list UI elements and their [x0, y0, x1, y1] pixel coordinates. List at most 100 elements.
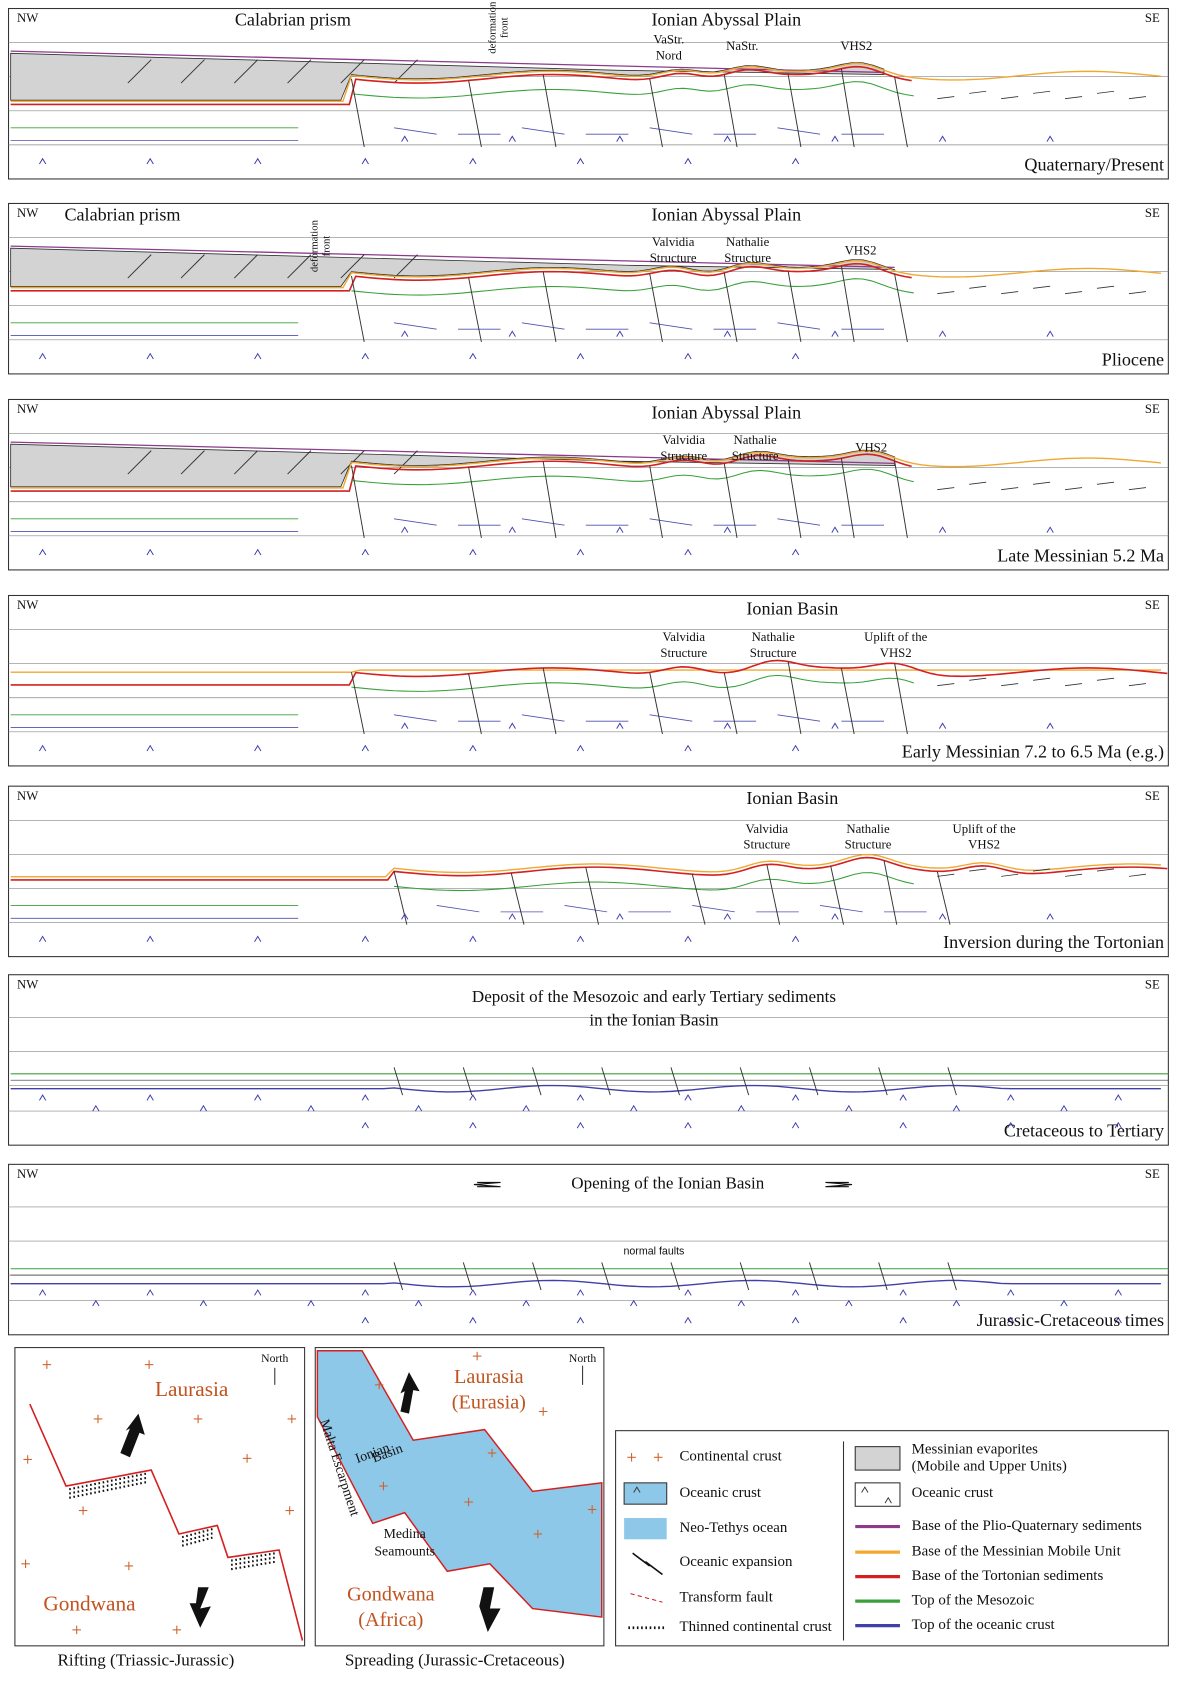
map-caption: Rifting (Triassic-Jurassic) [58, 1651, 235, 1670]
label: Continental crust [679, 1449, 782, 1465]
thrust [340, 59, 365, 84]
structure-label: normal faults [623, 1246, 684, 1258]
fault [462, 1262, 473, 1291]
fault [393, 1262, 404, 1291]
thinned-crust [181, 1536, 215, 1547]
label: (Africa) [358, 1609, 423, 1631]
fault [350, 672, 365, 735]
crust-symbol [576, 1316, 585, 1324]
crust-symbol [38, 157, 47, 165]
crust-symbol [576, 1289, 585, 1296]
label: Base of the Messinian Mobile Unit [912, 1544, 1122, 1560]
fault [739, 1067, 750, 1096]
label: Medina [384, 1526, 426, 1541]
crust-symbol [576, 1094, 585, 1101]
tortonian-base [10, 856, 1168, 881]
crust-symbol [684, 352, 692, 360]
crust-symbol [831, 722, 839, 729]
crust-symbol [1046, 913, 1054, 920]
dash [1096, 90, 1115, 94]
stage-label: Pliocene [1102, 349, 1164, 369]
structure-label: VHS2 [840, 39, 872, 53]
dash [1033, 285, 1051, 289]
label: Neo-Tethys ocean [679, 1520, 787, 1536]
thrust [287, 59, 312, 84]
crust-symbol [522, 1299, 530, 1307]
dash [1064, 873, 1083, 877]
crust-symbol [38, 352, 47, 360]
crust-symbol [361, 1289, 369, 1296]
stage-label: Late Messinian 5.2 Ma [997, 545, 1164, 565]
crust-symbol [508, 135, 516, 142]
dash [1001, 873, 1019, 877]
crust-symbol [899, 1121, 907, 1129]
structure-label: Deposit of the Mesozoic and early Tertia… [472, 987, 836, 1006]
dash [1033, 868, 1051, 872]
structure-label: VaStr. [653, 32, 684, 46]
fault [787, 661, 802, 735]
thrust [180, 254, 205, 279]
crust-symbol [1046, 526, 1054, 533]
dash [1128, 291, 1147, 295]
crust-symbol [469, 352, 477, 360]
structure-label: Ionian Basin [746, 788, 838, 808]
structure-label: in the Ionian Basin [589, 1011, 719, 1030]
crust-symbol [361, 1121, 369, 1129]
structure-label: Structure [845, 838, 892, 852]
crust-symbol [38, 1289, 47, 1296]
crust-symbol [469, 1121, 477, 1129]
crust-symbol [1114, 1121, 1122, 1129]
crust-symbol [199, 1104, 208, 1112]
crust-symbol [938, 913, 947, 920]
crust-symbol [616, 330, 624, 337]
crust-symbol [576, 1121, 585, 1129]
dash [937, 96, 955, 100]
dash [969, 677, 987, 681]
dash [969, 285, 987, 289]
structure-label: Structure [743, 838, 790, 852]
crust-symbol [684, 157, 692, 165]
panel-frame [7, 594, 1169, 767]
crust-symbol [307, 1299, 315, 1307]
crust-symbol [1007, 1094, 1015, 1101]
fault [468, 467, 482, 539]
fault [894, 461, 908, 539]
crust-symbol [684, 548, 692, 556]
crust-symbol [861, 1486, 869, 1493]
oceanic-top [394, 127, 437, 135]
fault [808, 1262, 819, 1291]
crust-symbol [254, 157, 262, 165]
structure-label: Nathalie [752, 630, 796, 644]
structure-label: Structure [660, 449, 707, 463]
crust-symbol [938, 526, 947, 533]
crust-symbol [576, 352, 585, 360]
label: Base of the Plio-Quaternary sediments [912, 1518, 1142, 1534]
structure-label: Structure [650, 251, 697, 265]
thrust [127, 254, 152, 279]
structure-label: Nathalie [733, 433, 777, 447]
structure-label: Nathalie [846, 822, 890, 836]
crust-symbol [146, 157, 154, 165]
crust-symbol [616, 913, 624, 920]
tortonian-base [10, 65, 912, 106]
crust-symbol [254, 744, 262, 752]
crust-symbol [361, 157, 369, 165]
map-caption: Spreading (Jurassic-Cretaceous) [345, 1651, 565, 1670]
structure-label: VHS2 [855, 440, 887, 454]
structure-label: Calabrian prism [64, 204, 180, 224]
crust-symbol [899, 1289, 907, 1296]
dash [937, 487, 955, 491]
fault [350, 465, 365, 539]
structure-label: Structure [660, 646, 707, 660]
dash [1128, 683, 1147, 687]
oceanic-top [777, 127, 821, 135]
fault [462, 1067, 473, 1096]
crust-symbol [469, 157, 477, 165]
crust-symbol [831, 913, 839, 920]
crust-symbol [791, 1289, 800, 1296]
thinned-crust [230, 1560, 277, 1571]
dash [969, 868, 987, 872]
mesozoic-top [351, 468, 914, 486]
fault [840, 68, 855, 148]
